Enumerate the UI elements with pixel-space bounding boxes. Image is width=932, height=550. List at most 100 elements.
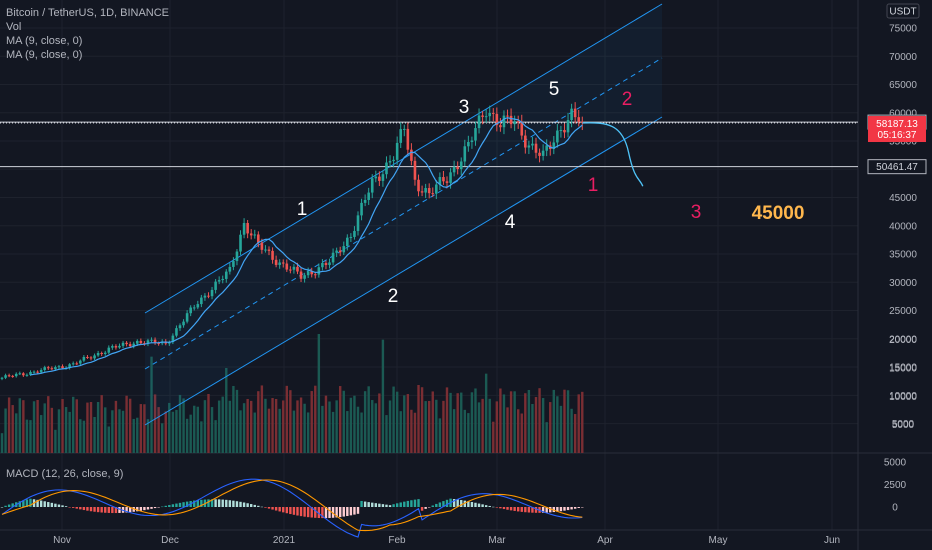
macd-histogram-bar bbox=[232, 500, 235, 507]
volume-bar bbox=[556, 396, 559, 453]
macd-histogram-bar bbox=[581, 507, 584, 508]
candle-body bbox=[289, 269, 292, 271]
volume-bar bbox=[321, 405, 324, 453]
macd-histogram-bar bbox=[11, 503, 14, 507]
candle-body bbox=[292, 266, 296, 270]
candle-body bbox=[146, 340, 150, 344]
volume-bar bbox=[495, 401, 499, 453]
macd-histogram-bar bbox=[556, 507, 559, 512]
volume-bar bbox=[335, 400, 338, 453]
horizontal-levels bbox=[0, 121, 858, 168]
candle-body bbox=[11, 375, 14, 377]
macd-title: MACD (12, 26, close, 9) bbox=[6, 468, 124, 480]
candle-body bbox=[296, 266, 299, 272]
candle-body bbox=[470, 140, 474, 143]
candle-body bbox=[577, 117, 581, 122]
study-vol: Vol bbox=[6, 21, 22, 33]
candle-body bbox=[7, 375, 11, 377]
candle-body bbox=[111, 346, 114, 348]
wave-label-impulse-5: 5 bbox=[549, 79, 560, 100]
macd-legend[interactable]: MACD (12, 26, close, 9) bbox=[6, 467, 123, 481]
macd-histogram-bar bbox=[257, 505, 260, 507]
symbol-legend[interactable]: Bitcoin / TetherUS, 1D, BINANCE Vol MA (… bbox=[6, 6, 169, 62]
candle-body bbox=[406, 128, 410, 150]
volume-bar bbox=[499, 388, 502, 453]
volume-bar bbox=[185, 418, 189, 453]
volume-bar bbox=[477, 402, 481, 453]
volume-bar bbox=[32, 401, 36, 453]
macd-histogram-bar bbox=[502, 507, 506, 510]
candle-body bbox=[360, 202, 363, 216]
macd-histogram-bar bbox=[210, 499, 214, 507]
volume-tick: 5000 bbox=[892, 420, 915, 431]
volume-bar bbox=[360, 412, 363, 453]
macd-histogram-bar bbox=[96, 507, 100, 513]
volume-bar bbox=[314, 385, 317, 453]
volume-bar bbox=[153, 394, 157, 453]
volume-bar bbox=[43, 403, 46, 453]
volume-bar bbox=[296, 400, 299, 453]
candle-body bbox=[481, 115, 484, 117]
candle-body bbox=[242, 223, 246, 235]
volume-bar bbox=[161, 423, 164, 453]
macd-histogram-bar bbox=[488, 505, 491, 507]
price-tick: 20000 bbox=[889, 334, 917, 345]
time-tick: Dec bbox=[161, 535, 179, 546]
macd-histogram-bar bbox=[217, 499, 221, 507]
macd-histogram-bar bbox=[413, 499, 417, 507]
volume-bar bbox=[79, 419, 82, 453]
volume-bar bbox=[534, 397, 538, 453]
macd-histogram-bar bbox=[7, 504, 11, 507]
candle-body bbox=[342, 246, 346, 253]
volume-bar bbox=[371, 400, 374, 453]
volume-tick: 15000 bbox=[889, 363, 917, 374]
candle-body bbox=[178, 325, 182, 329]
study-ma-1: MA (9, close, 0) bbox=[6, 35, 83, 47]
channel-mid bbox=[144, 57, 663, 370]
candle-body bbox=[449, 172, 452, 183]
macd-histogram-bar bbox=[185, 501, 189, 507]
candle-body bbox=[214, 281, 217, 290]
candle-body bbox=[153, 339, 157, 343]
volume-bar bbox=[178, 394, 182, 453]
volume-bar bbox=[171, 411, 175, 453]
volume-bar bbox=[488, 398, 491, 453]
volume-bar bbox=[72, 396, 75, 453]
volume-bar bbox=[456, 393, 459, 453]
currency-box bbox=[886, 3, 920, 19]
candle-body bbox=[32, 371, 36, 373]
price-tick: 75000 bbox=[889, 24, 917, 35]
volume-bar bbox=[57, 409, 61, 453]
level-tag-box bbox=[867, 159, 927, 175]
volume-bar bbox=[367, 386, 370, 453]
candle-body bbox=[378, 176, 381, 181]
macd-histogram-bar bbox=[36, 499, 39, 507]
candle-body bbox=[467, 142, 470, 147]
macd-histogram-bar bbox=[438, 502, 442, 507]
macd-histogram-bar bbox=[146, 507, 150, 510]
volume-bar bbox=[538, 388, 541, 453]
macd-histogram-bar bbox=[563, 507, 566, 511]
volume-bar bbox=[274, 399, 278, 453]
volume-bar bbox=[520, 413, 523, 453]
candle-body bbox=[25, 374, 29, 376]
volume-bar bbox=[118, 409, 121, 453]
candle-body bbox=[68, 364, 71, 368]
volume-bar bbox=[424, 401, 427, 453]
channel-lower bbox=[144, 116, 663, 426]
macd-histogram-bar bbox=[549, 507, 552, 513]
volume-bar bbox=[324, 395, 328, 453]
macd-histogram-bar bbox=[292, 507, 296, 515]
candle-body bbox=[135, 340, 139, 344]
volume-bar bbox=[292, 410, 296, 453]
candle-body bbox=[513, 121, 516, 125]
volume-bar bbox=[463, 409, 466, 453]
countdown-label: 05:16:37 bbox=[878, 130, 917, 141]
macd-histogram-bar bbox=[541, 507, 545, 513]
volume-bar bbox=[36, 399, 39, 453]
macd-histogram-bar bbox=[356, 507, 360, 514]
macd-histogram-bar bbox=[474, 502, 477, 507]
candle-body bbox=[410, 149, 413, 161]
macd-histogram-bar bbox=[200, 499, 203, 507]
